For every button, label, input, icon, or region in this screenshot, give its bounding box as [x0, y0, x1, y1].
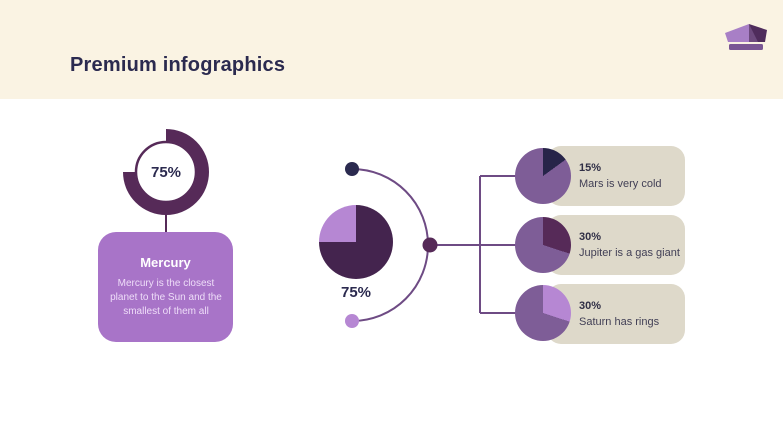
page-title: Premium infographics: [70, 54, 286, 76]
crown-icon: [725, 24, 767, 50]
crown-band: [729, 44, 763, 50]
dot-middle: [422, 237, 438, 253]
mercury-card: Mercury Mercury is the closest planet to…: [98, 232, 233, 342]
saturn-pct-label: 30%: [579, 300, 602, 312]
connector-stem: [165, 214, 167, 233]
mars-pie-chart: [515, 148, 571, 204]
crown-left-facet: [725, 24, 749, 42]
mercury-card-title: Mercury: [140, 255, 191, 270]
donut-rings: [123, 129, 209, 215]
header-band: Premium infographics: [0, 0, 783, 99]
mercury-donut-chart: 75%: [123, 129, 209, 215]
dot-bottom: [345, 314, 359, 328]
jupiter-description: Jupiter is a gas giant: [579, 247, 680, 259]
crown-right-facet: [749, 24, 767, 42]
mars-description: Mars is very cold: [579, 178, 662, 190]
donut-inner-ring: [134, 140, 198, 204]
donut-progress-arc: [123, 129, 209, 215]
jupiter-pct-label: 30%: [579, 231, 602, 243]
mercury-card-description: Mercury is the closest planet to the Sun…: [110, 278, 222, 318]
center-pie-label: 75%: [340, 284, 372, 301]
jupiter-pie-chart: [515, 217, 571, 273]
saturn-pie-chart: [515, 285, 571, 341]
donut-value-label: 75%: [150, 163, 182, 181]
center-pie-chart: [319, 205, 393, 279]
mars-pct-label: 15%: [579, 162, 602, 174]
dot-top: [345, 162, 359, 176]
saturn-description: Saturn has rings: [579, 316, 660, 328]
